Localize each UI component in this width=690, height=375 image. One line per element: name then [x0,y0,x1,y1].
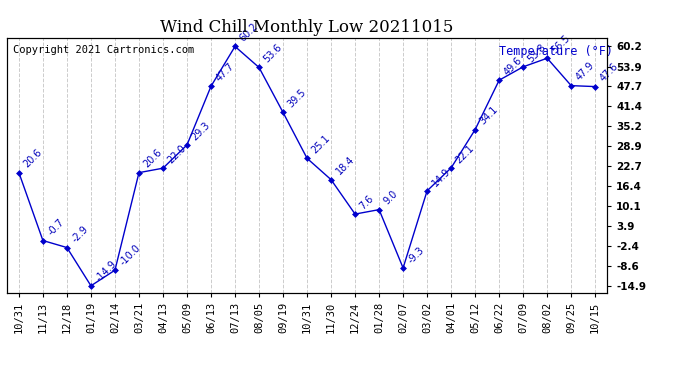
Text: 47.6: 47.6 [598,62,620,84]
Text: 39.5: 39.5 [286,87,308,109]
Text: 22.1: 22.1 [454,143,476,165]
Text: 9.0: 9.0 [382,189,400,207]
Text: 53.6: 53.6 [262,42,284,64]
Text: 25.1: 25.1 [310,133,332,156]
Text: 49.6: 49.6 [502,55,524,77]
Text: 29.3: 29.3 [190,120,212,142]
Text: 47.9: 47.9 [574,61,596,83]
Text: 34.1: 34.1 [478,105,500,127]
Text: Copyright 2021 Cartronics.com: Copyright 2021 Cartronics.com [13,45,194,55]
Title: Wind Chill Monthly Low 20211015: Wind Chill Monthly Low 20211015 [160,19,454,36]
Text: 56.5: 56.5 [550,33,572,56]
Text: -0.7: -0.7 [46,217,66,238]
Text: -10.0: -10.0 [118,243,142,267]
Text: 18.4: 18.4 [334,155,356,177]
Text: 7.6: 7.6 [358,194,376,211]
Text: -9.3: -9.3 [406,245,426,265]
Text: 47.7: 47.7 [214,61,236,84]
Text: 20.6: 20.6 [141,148,164,170]
Text: -14.9: -14.9 [94,258,119,283]
Text: -2.9: -2.9 [70,224,90,245]
Text: 53.8: 53.8 [526,42,549,64]
Text: 22.0: 22.0 [166,143,188,165]
Text: Temperature (°F): Temperature (°F) [499,45,613,58]
Text: 60.2: 60.2 [238,21,260,44]
Text: 14.9: 14.9 [430,166,452,188]
Text: 20.6: 20.6 [21,148,44,170]
